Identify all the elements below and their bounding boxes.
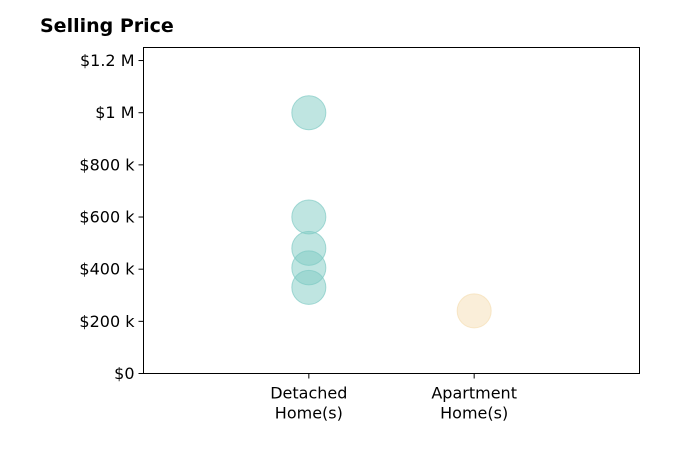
plot-frame <box>143 47 640 374</box>
plot-area <box>291 95 492 329</box>
y-tick-label: $1 M <box>95 103 134 122</box>
x-tick-label: Detached Home(s) <box>270 384 347 423</box>
data-point <box>291 95 327 131</box>
y-tick-label: $800 k <box>79 155 135 174</box>
data-point <box>456 293 492 329</box>
chart-title: Selling Price <box>40 15 174 37</box>
data-point <box>291 269 327 305</box>
y-tick-label: $600 k <box>79 208 135 227</box>
y-tick-label: $0 <box>114 364 134 383</box>
x-tick-label: Apartment Home(s) <box>431 384 517 423</box>
data-point <box>291 199 327 235</box>
y-axis: $0 $200 k $400 k $600 k $800 k $1 M $1.2 M <box>79 51 144 383</box>
y-tick-label: $1.2 M <box>80 51 135 70</box>
x-axis: Detached Home(s) Apartment Home(s) <box>270 373 517 423</box>
y-tick-label: $400 k <box>79 260 135 279</box>
y-tick-label: $200 k <box>79 312 135 331</box>
